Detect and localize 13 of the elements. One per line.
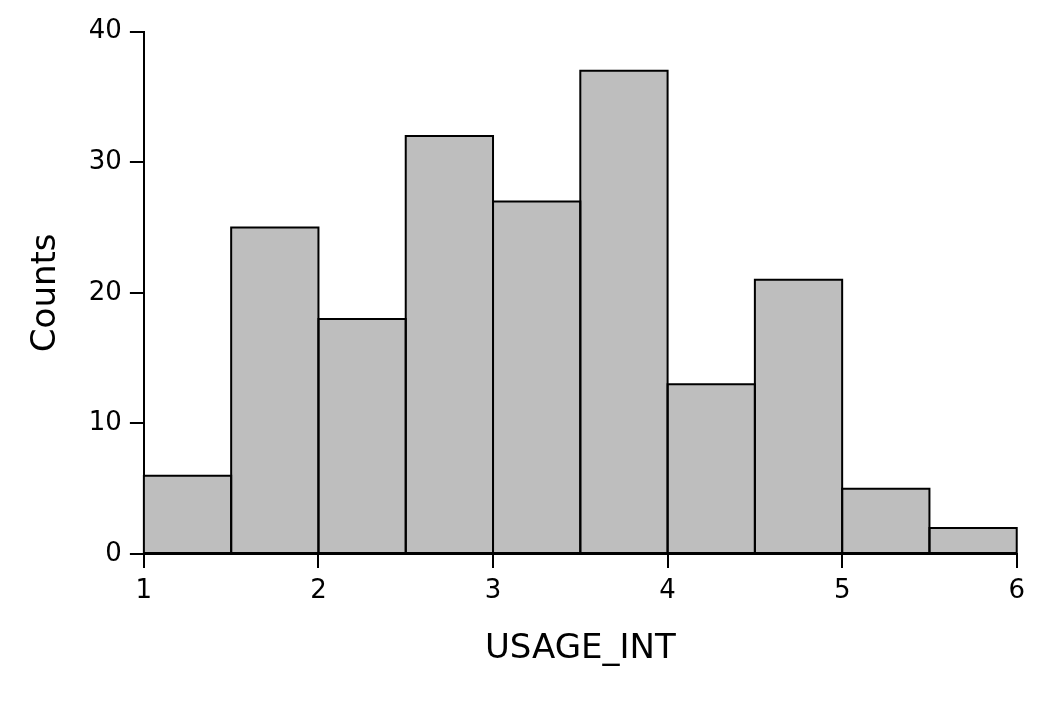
x-tick-label: 4 (659, 574, 676, 605)
x-tick-label: 2 (310, 574, 327, 605)
y-tick-label: 20 (88, 275, 122, 306)
y-tick-label: 0 (105, 536, 122, 567)
y-axis-title: Counts (23, 233, 64, 353)
x-tick-label: 5 (833, 574, 851, 605)
y-tick-label: 30 (88, 144, 122, 175)
x-tick-label: 6 (1008, 574, 1025, 605)
x-axis-title: USAGE_INT (484, 626, 676, 667)
x-tick-label: 1 (135, 574, 153, 605)
y-tick-label: 10 (88, 406, 122, 437)
y-tick-label: 40 (88, 14, 122, 45)
x-tick-label: 3 (484, 574, 502, 605)
